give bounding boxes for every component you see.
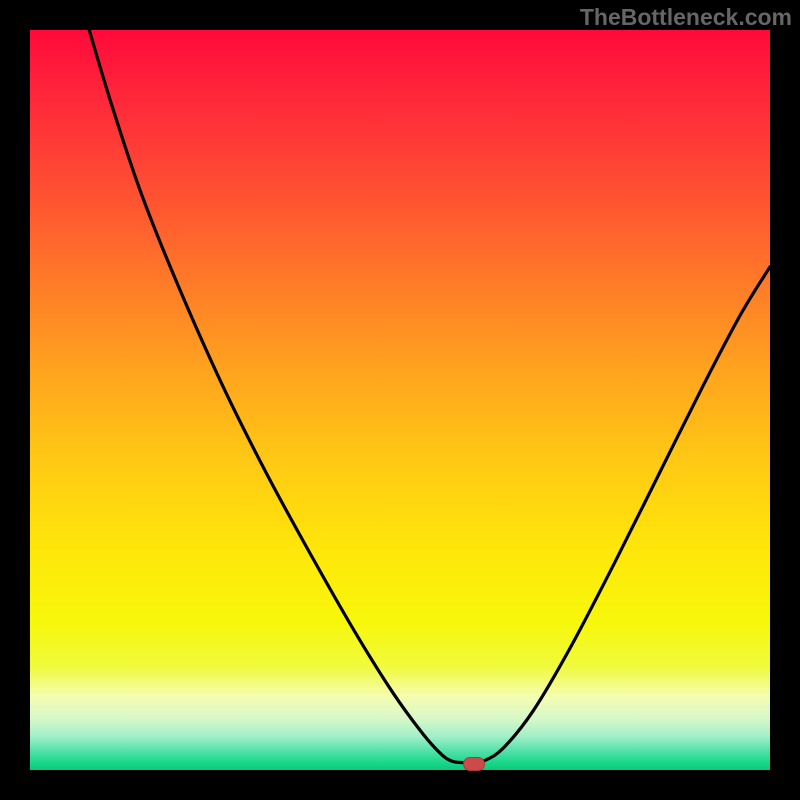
frame-bottom: [0, 770, 800, 800]
chart-stage: TheBottleneck.com: [0, 0, 800, 800]
frame-left: [0, 0, 30, 800]
chart-background: [30, 30, 770, 770]
frame-right: [770, 0, 800, 800]
watermark-text: TheBottleneck.com: [580, 4, 792, 31]
optimum-marker: [463, 757, 485, 771]
bottleneck-chart-svg: [0, 0, 800, 800]
